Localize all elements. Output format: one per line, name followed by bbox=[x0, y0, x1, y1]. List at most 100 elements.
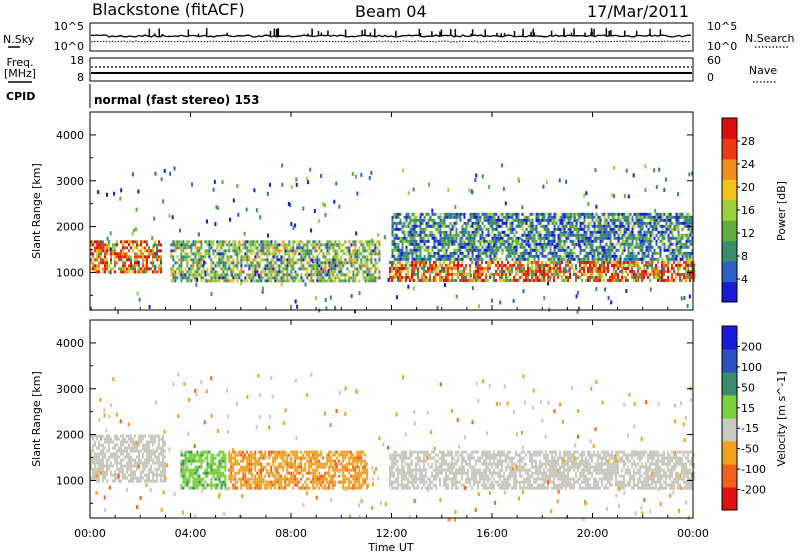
heatmap-cell bbox=[333, 199, 336, 204]
heatmap-cell bbox=[372, 240, 375, 244]
heatmap-cell bbox=[132, 476, 134, 480]
heatmap-cell bbox=[98, 270, 100, 274]
heatmap-cell bbox=[417, 218, 420, 222]
heatmap-cell bbox=[224, 276, 227, 280]
heatmap-cell bbox=[411, 239, 414, 243]
heatmap-cell bbox=[566, 278, 569, 282]
heatmap-cell bbox=[683, 233, 686, 237]
heatmap-cell bbox=[260, 450, 263, 454]
heatmap-cell bbox=[447, 242, 450, 246]
heatmap-cell bbox=[689, 215, 692, 219]
heatmap-cell bbox=[479, 215, 482, 219]
heatmap-cell bbox=[188, 267, 191, 271]
heatmap-cell bbox=[495, 245, 498, 249]
heatmap-cell bbox=[640, 260, 643, 264]
heatmap-cell bbox=[596, 251, 599, 256]
heatmap-cell bbox=[393, 215, 396, 219]
heatmap-cell bbox=[495, 254, 498, 258]
heatmap-cell bbox=[481, 236, 484, 240]
heatmap-cell bbox=[689, 218, 692, 222]
heatmap-cell bbox=[429, 233, 432, 237]
heatmap-cell bbox=[473, 212, 476, 216]
heatmap-cell bbox=[569, 212, 572, 216]
heatmap-cell bbox=[244, 279, 247, 283]
heatmap-cell bbox=[340, 258, 343, 262]
heatmap-cell bbox=[583, 254, 586, 258]
heatmap-cell bbox=[274, 465, 277, 469]
heatmap-cell bbox=[651, 254, 654, 258]
heatmap-cell bbox=[461, 227, 464, 231]
heatmap-cell bbox=[621, 212, 624, 216]
heatmap-cell bbox=[421, 218, 424, 222]
heatmap-cell bbox=[190, 249, 193, 253]
heatmap-cell bbox=[594, 266, 597, 270]
heatmap-cell bbox=[468, 263, 471, 267]
heatmap-cell bbox=[280, 264, 283, 268]
heatmap-cell bbox=[534, 266, 537, 270]
heatmap-cell bbox=[462, 266, 465, 270]
heatmap-cell bbox=[477, 239, 480, 243]
heatmap-cell bbox=[594, 260, 597, 264]
heatmap-cell bbox=[204, 471, 207, 475]
heatmap-cell bbox=[609, 251, 612, 255]
heatmap-cell bbox=[104, 473, 106, 477]
heatmap-cell bbox=[108, 440, 110, 444]
heatmap-cell bbox=[106, 464, 108, 468]
heatmap-cell bbox=[598, 266, 601, 270]
heatmap-cell bbox=[575, 227, 578, 231]
heatmap-cell bbox=[645, 254, 648, 258]
heatmap-cell bbox=[521, 254, 524, 258]
heatmap-cell bbox=[120, 249, 122, 253]
heatmap-cell bbox=[539, 245, 542, 249]
heatmap-cell bbox=[146, 449, 148, 453]
heatmap-cell bbox=[266, 249, 269, 253]
heatmap-cell bbox=[222, 456, 225, 460]
heatmap-cell bbox=[511, 257, 514, 261]
heatmap-cell bbox=[238, 270, 241, 274]
heatmap-cell bbox=[240, 480, 243, 484]
heatmap-cell bbox=[643, 236, 646, 240]
heatmap-cell bbox=[605, 224, 608, 228]
heatmap-cell bbox=[558, 178, 561, 183]
heatmap-cell bbox=[122, 437, 124, 441]
heatmap-cell bbox=[122, 243, 124, 247]
heatmap-cell bbox=[332, 258, 335, 262]
heatmap-cell bbox=[238, 246, 241, 250]
heatmap-cell bbox=[578, 260, 581, 264]
heatmap-cell bbox=[228, 474, 231, 478]
heatmap-cell bbox=[490, 260, 493, 264]
heatmap-cell bbox=[585, 239, 588, 243]
heatmap-cell bbox=[208, 450, 211, 454]
heatmap-cell bbox=[651, 233, 654, 237]
heatmap-cell bbox=[336, 276, 339, 280]
heatmap-cell bbox=[150, 249, 152, 253]
heatmap-cell bbox=[96, 249, 98, 253]
heatmap-cell bbox=[224, 477, 227, 481]
heatmap-cell bbox=[626, 272, 629, 276]
heatmap-cell bbox=[290, 258, 293, 262]
heatmap-cell bbox=[401, 239, 404, 243]
heatmap-cell bbox=[326, 240, 329, 244]
heatmap-cell bbox=[176, 261, 179, 265]
heatmap-cell bbox=[571, 221, 574, 225]
heatmap-cell bbox=[290, 276, 293, 280]
heatmap-cell bbox=[415, 257, 418, 261]
heatmap-cell bbox=[534, 260, 537, 264]
heatmap-cell bbox=[655, 257, 658, 261]
heatmap-cell bbox=[100, 467, 102, 471]
heatmap-cell bbox=[637, 236, 640, 240]
heatmap-cell bbox=[399, 254, 402, 258]
power-colorbar-label: Power [dB] bbox=[775, 181, 788, 241]
heatmap-cell bbox=[256, 264, 259, 268]
heatmap-cell bbox=[234, 276, 237, 280]
heatmap-cell bbox=[254, 477, 257, 481]
heatmap-cell bbox=[130, 258, 132, 262]
heatmap-cell bbox=[451, 215, 454, 219]
heatmap-cell bbox=[412, 260, 415, 264]
heatmap-cell bbox=[544, 272, 547, 276]
heatmap-cell bbox=[689, 230, 692, 234]
heatmap-cell bbox=[473, 233, 476, 237]
heatmap-cell bbox=[531, 239, 534, 243]
heatmap-cell bbox=[597, 248, 600, 252]
heatmap-cell bbox=[338, 243, 341, 247]
